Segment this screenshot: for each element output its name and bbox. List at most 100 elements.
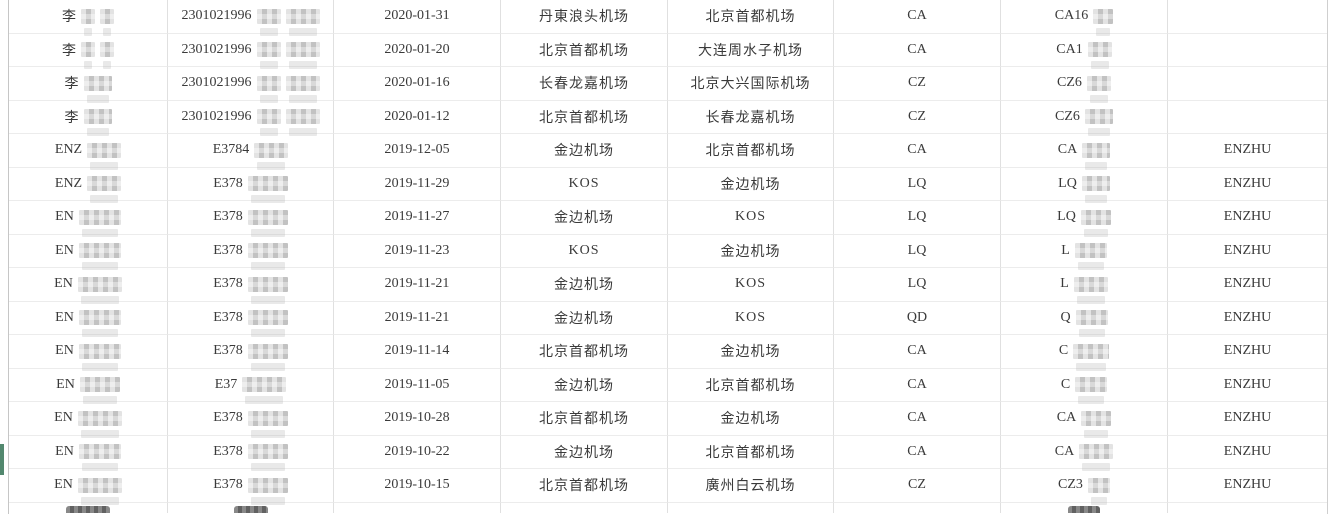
- cell-flight-date[interactable]: 2020-01-31: [334, 0, 501, 34]
- cell-remark[interactable]: ENZHU: [1168, 302, 1327, 336]
- cell-airline-code[interactable]: QD: [834, 301, 1001, 336]
- cell-flight-date[interactable]: 2019-11-23: [334, 234, 501, 269]
- cell-passenger-name[interactable]: EN: [9, 402, 168, 438]
- partial-cell-passenger-name[interactable]: [9, 502, 168, 514]
- cell-flight-date[interactable]: 2020-01-20: [334, 33, 501, 68]
- cell-flight-date[interactable]: 2019-11-29: [334, 167, 501, 202]
- cell-flight-number[interactable]: CA16: [1001, 0, 1168, 36]
- cell-remark[interactable]: [1168, 101, 1327, 135]
- cell-departure-airport[interactable]: 金边机场: [501, 201, 668, 235]
- cell-id-number[interactable]: E378: [168, 234, 334, 271]
- cell-airline-code[interactable]: CA: [834, 435, 1001, 470]
- cell-passenger-name[interactable]: ENZ: [9, 134, 168, 170]
- cell-departure-airport[interactable]: 北京首都机场: [501, 335, 668, 369]
- cell-airline-code[interactable]: CA: [834, 402, 1001, 436]
- cell-departure-airport[interactable]: 长春龙嘉机场: [501, 67, 668, 101]
- cell-departure-airport[interactable]: 北京首都机场: [501, 100, 668, 135]
- cell-flight-date[interactable]: 2019-10-15: [334, 469, 501, 503]
- partial-cell-flight-number[interactable]: [1001, 502, 1168, 514]
- cell-departure-airport[interactable]: 丹東浪头机场: [501, 0, 668, 34]
- cell-remark[interactable]: ENZHU: [1168, 469, 1327, 503]
- cell-airline-code[interactable]: CA: [834, 33, 1001, 68]
- cell-airline-code[interactable]: CZ: [834, 67, 1001, 101]
- cell-arrival-airport[interactable]: 北京大兴国际机场: [668, 67, 834, 101]
- cell-remark[interactable]: ENZHU: [1168, 235, 1327, 269]
- cell-arrival-airport[interactable]: 长春龙嘉机场: [668, 100, 834, 135]
- cell-flight-date[interactable]: 2019-12-05: [334, 134, 501, 168]
- cell-departure-airport[interactable]: 金边机场: [501, 134, 668, 168]
- cell-arrival-airport[interactable]: 金边机场: [668, 234, 834, 269]
- cell-id-number[interactable]: 2301021996: [168, 0, 334, 36]
- cell-departure-airport[interactable]: 金边机场: [501, 268, 668, 302]
- cell-id-number[interactable]: E378: [168, 402, 334, 438]
- cell-id-number[interactable]: 2301021996: [168, 100, 334, 137]
- cell-airline-code[interactable]: CZ: [834, 469, 1001, 503]
- partial-cell-airline-code[interactable]: [834, 502, 1001, 514]
- cell-arrival-airport[interactable]: KOS: [668, 201, 834, 235]
- cell-airline-code[interactable]: LQ: [834, 268, 1001, 302]
- cell-remark[interactable]: [1168, 0, 1327, 34]
- cell-arrival-airport[interactable]: 大连周水子机场: [668, 33, 834, 68]
- cell-remark[interactable]: ENZHU: [1168, 436, 1327, 470]
- cell-remark[interactable]: ENZHU: [1168, 134, 1327, 168]
- cell-airline-code[interactable]: CA: [834, 368, 1001, 403]
- cell-flight-number[interactable]: CZ3: [1001, 469, 1168, 505]
- cell-flight-date[interactable]: 2019-11-21: [334, 301, 501, 336]
- cell-flight-number[interactable]: CZ6: [1001, 100, 1168, 137]
- partial-cell-arrival-airport[interactable]: [668, 502, 834, 514]
- cell-departure-airport[interactable]: 北京首都机场: [501, 402, 668, 436]
- cell-flight-number[interactable]: LQ: [1001, 201, 1168, 237]
- cell-id-number[interactable]: E378: [168, 435, 334, 472]
- cell-flight-date[interactable]: 2019-11-05: [334, 368, 501, 403]
- cell-id-number[interactable]: E378: [168, 167, 334, 204]
- cell-passenger-name[interactable]: 李: [9, 67, 168, 103]
- cell-passenger-name[interactable]: EN: [9, 335, 168, 371]
- cell-remark[interactable]: [1168, 67, 1327, 101]
- cell-arrival-airport[interactable]: 北京首都机场: [668, 368, 834, 403]
- cell-arrival-airport[interactable]: 北京首都机场: [668, 435, 834, 470]
- cell-flight-date[interactable]: 2019-10-28: [334, 402, 501, 436]
- cell-flight-number[interactable]: L: [1001, 268, 1168, 304]
- cell-flight-number[interactable]: L: [1001, 234, 1168, 271]
- cell-flight-date[interactable]: 2020-01-16: [334, 67, 501, 101]
- cell-departure-airport[interactable]: KOS: [501, 234, 668, 269]
- cell-departure-airport[interactable]: KOS: [501, 167, 668, 202]
- cell-departure-airport[interactable]: 金边机场: [501, 435, 668, 470]
- cell-id-number[interactable]: E378: [168, 301, 334, 338]
- cell-flight-number[interactable]: CA: [1001, 435, 1168, 472]
- cell-id-number[interactable]: E3784: [168, 134, 334, 170]
- cell-departure-airport[interactable]: 北京首都机场: [501, 469, 668, 503]
- cell-arrival-airport[interactable]: 北京首都机场: [668, 0, 834, 34]
- cell-arrival-airport[interactable]: 金边机场: [668, 167, 834, 202]
- cell-remark[interactable]: ENZHU: [1168, 268, 1327, 302]
- cell-departure-airport[interactable]: 金边机场: [501, 301, 668, 336]
- cell-remark[interactable]: ENZHU: [1168, 168, 1327, 202]
- cell-flight-number[interactable]: CA: [1001, 134, 1168, 170]
- cell-airline-code[interactable]: CA: [834, 0, 1001, 34]
- cell-passenger-name[interactable]: EN: [9, 435, 168, 472]
- cell-remark[interactable]: ENZHU: [1168, 201, 1327, 235]
- cell-remark[interactable]: ENZHU: [1168, 402, 1327, 436]
- cell-id-number[interactable]: E378: [168, 335, 334, 371]
- cell-id-number[interactable]: 2301021996: [168, 33, 334, 70]
- cell-id-number[interactable]: E37: [168, 368, 334, 405]
- cell-flight-number[interactable]: CA1: [1001, 33, 1168, 70]
- cell-passenger-name[interactable]: 李: [9, 100, 168, 137]
- cell-flight-number[interactable]: CA: [1001, 402, 1168, 438]
- partial-cell-remark[interactable]: [1168, 503, 1327, 514]
- cell-flight-date[interactable]: 2019-11-27: [334, 201, 501, 235]
- cell-airline-code[interactable]: LQ: [834, 201, 1001, 235]
- partial-cell-departure-airport[interactable]: [501, 502, 668, 514]
- cell-remark[interactable]: ENZHU: [1168, 369, 1327, 403]
- cell-airline-code[interactable]: LQ: [834, 167, 1001, 202]
- cell-remark[interactable]: ENZHU: [1168, 335, 1327, 369]
- cell-flight-number[interactable]: CZ6: [1001, 67, 1168, 103]
- cell-id-number[interactable]: E378: [168, 268, 334, 304]
- cell-arrival-airport[interactable]: 廣州白云机场: [668, 469, 834, 503]
- cell-arrival-airport[interactable]: 金边机场: [668, 402, 834, 436]
- partial-cell-id-number[interactable]: [168, 502, 334, 514]
- cell-flight-number[interactable]: C: [1001, 335, 1168, 371]
- cell-flight-number[interactable]: LQ: [1001, 167, 1168, 204]
- cell-passenger-name[interactable]: ENZ: [9, 167, 168, 204]
- cell-arrival-airport[interactable]: KOS: [668, 301, 834, 336]
